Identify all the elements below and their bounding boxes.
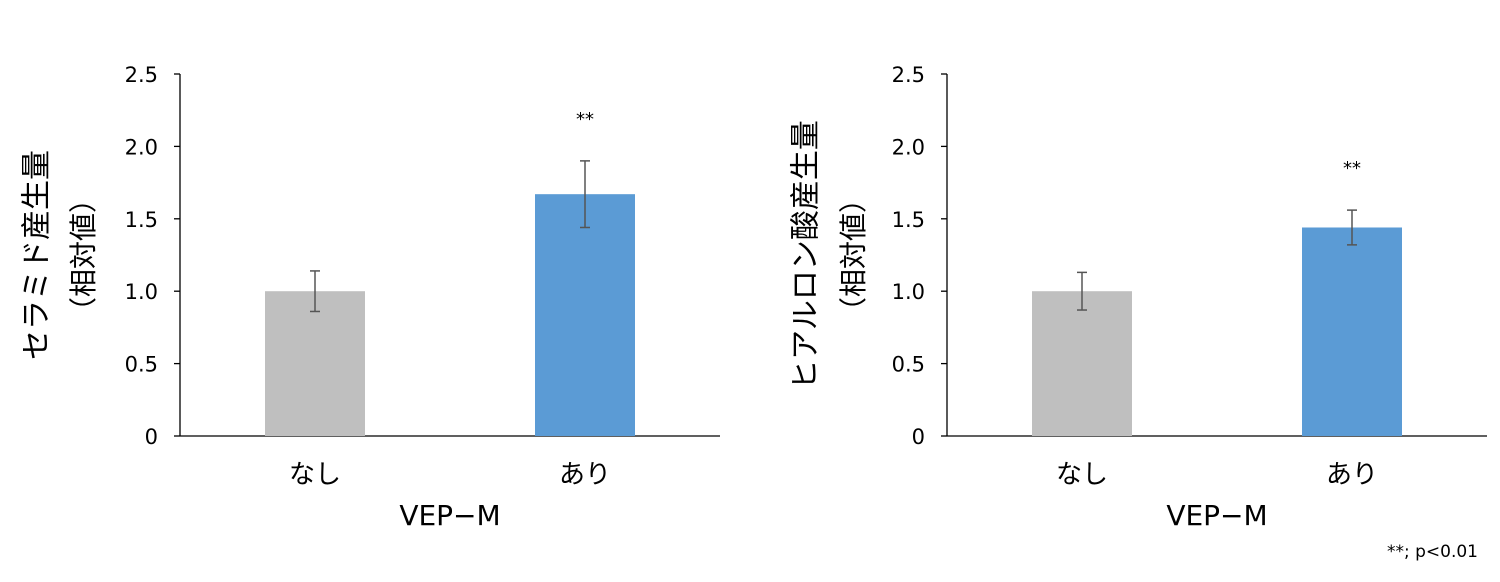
y-tick-label: 2.0: [125, 135, 158, 159]
chart-panel-1: 0 0.5 1.0 1.5 2.0 2.5 なし ** あり VEP−M セラミド産生量 （相対値）: [20, 63, 720, 532]
y-axis-title: セラミド産生量: [20, 150, 55, 360]
x-tick-label: なし: [289, 460, 341, 490]
y-axis-subtitle: （相対値）: [837, 185, 870, 325]
significance-footnote: **; p<0.01: [1386, 542, 1478, 562]
x-tick-label: あり: [1326, 460, 1378, 490]
y-tick-label: 1.0: [892, 280, 925, 304]
x-axis-title: VEP−M: [399, 499, 500, 532]
significance-marker: **: [576, 109, 594, 130]
y-tick-label: 1.5: [892, 208, 925, 232]
y-axis-subtitle: （相対値）: [67, 185, 100, 325]
y-tick-label: 2.5: [125, 63, 158, 87]
y-tick-label: 2.0: [892, 135, 925, 159]
y-tick-label: 2.5: [892, 63, 925, 87]
chart-panel-2: 0 0.5 1.0 1.5 2.0 2.5 なし ** あり VEP−M ヒアルロン酸産生量 （相対値…: [789, 63, 1487, 532]
y-tick-label: 0.5: [892, 353, 925, 377]
y-tick-label: 0: [912, 425, 925, 449]
y-tick-label: 0.5: [125, 353, 158, 377]
bar: [1032, 291, 1132, 436]
y-axis-title: ヒアルロン酸産生量: [789, 120, 824, 390]
x-tick-label: なし: [1056, 460, 1108, 490]
bar: [265, 291, 365, 436]
bar: [535, 194, 635, 436]
y-tick-label: 0: [145, 425, 158, 449]
x-tick-label: あり: [559, 460, 611, 490]
x-axis-title: VEP−M: [1166, 499, 1267, 532]
y-tick-label: 1.5: [125, 208, 158, 232]
y-tick-label: 1.0: [125, 280, 158, 304]
significance-marker: **: [1343, 158, 1361, 179]
bar: [1302, 227, 1402, 436]
